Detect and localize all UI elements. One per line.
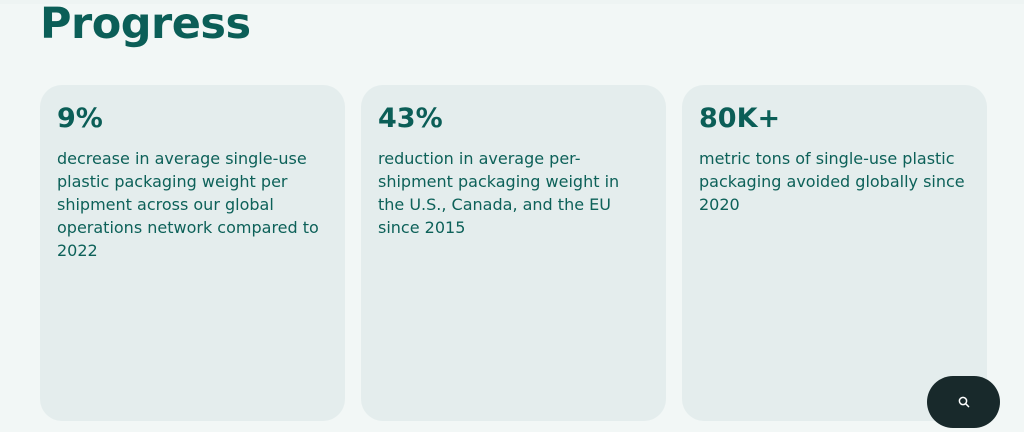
- stat-card-shipment-weight: 43% reduction in average per-shipment pa…: [361, 85, 666, 421]
- stat-card-plastic-avoided: 80K+ metric tons of single-use plastic p…: [682, 85, 987, 421]
- stat-value: 9%: [57, 103, 103, 134]
- stat-value: 80K+: [699, 103, 781, 134]
- search-button[interactable]: [927, 376, 1000, 428]
- stat-description: reduction in average per-shipment packag…: [378, 149, 620, 237]
- stat-description: decrease in average single-use plastic p…: [57, 149, 319, 260]
- section-heading: Progress: [40, 0, 251, 49]
- stats-cards: 9% decrease in average single-use plasti…: [40, 85, 987, 421]
- stat-card-packaging-weight: 9% decrease in average single-use plasti…: [40, 85, 345, 421]
- top-divider: [0, 0, 1024, 4]
- stat-description: metric tons of single-use plastic packag…: [699, 149, 965, 214]
- search-icon: [958, 393, 970, 412]
- stat-value: 43%: [378, 103, 443, 134]
